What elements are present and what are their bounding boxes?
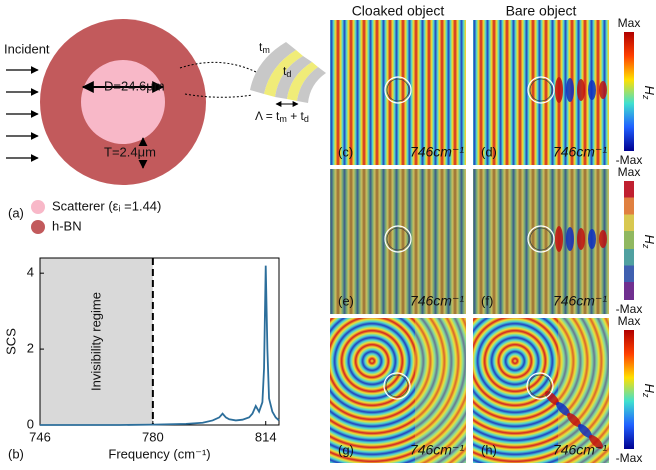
scattered-lobe — [566, 227, 574, 251]
scattered-lobe — [599, 230, 607, 248]
scatterer — [81, 60, 165, 144]
legend-swatch — [31, 220, 45, 234]
panel-label: (f) — [481, 293, 493, 308]
legend-swatch — [31, 200, 45, 214]
y-tick-label: 2 — [27, 341, 34, 356]
colorbar-max: Max — [618, 16, 641, 30]
quantity-sub: z — [641, 94, 651, 100]
panel-label: (c) — [338, 144, 353, 159]
tm-label: tm — [259, 40, 270, 55]
incident-label: Incident — [4, 41, 50, 56]
incident-arrows — [6, 70, 38, 158]
panel-label: (b) — [8, 446, 24, 461]
colorbar — [624, 330, 634, 449]
x-tick-label: 780 — [142, 429, 164, 444]
page: {"panel_a": {"label": "(a)", "incident":… — [0, 0, 656, 470]
legend-label: Scatterer (εᵢ =1.44) — [52, 198, 161, 213]
diameter-label: D=24.6μm — [104, 78, 165, 93]
panel-label: (g) — [338, 442, 354, 457]
x-tick-label: 746 — [29, 429, 51, 444]
quantity-sub: z — [641, 243, 651, 249]
scattered-lobe — [599, 81, 607, 99]
x-tick-label: 814 — [255, 429, 277, 444]
colorbar-quantity: Hz — [641, 235, 656, 249]
annotation: Invisibility regime — [88, 292, 103, 391]
frequency-label: 746cm⁻¹ — [410, 442, 464, 458]
scattered-lobe — [588, 80, 596, 100]
colorbar — [624, 32, 634, 151]
frequency-label: 746cm⁻¹ — [553, 442, 607, 458]
panel-label: (d) — [481, 144, 497, 159]
scattered-lobe — [577, 79, 585, 101]
thickness-label: T=2.4μm — [104, 144, 156, 159]
scattered-lobe — [566, 78, 574, 102]
colorbar-min: -Max — [616, 451, 643, 465]
scattered-lobe — [577, 228, 585, 250]
period-label: Λ = tm + td — [255, 109, 309, 124]
colorbar — [624, 181, 634, 300]
colorbar-max: Max — [618, 314, 641, 328]
panel-label: (e) — [338, 293, 354, 308]
frequency-label: 746cm⁻¹ — [553, 144, 607, 160]
x-axis-label: Frequency (cm⁻¹) — [108, 446, 210, 461]
column-title: Bare object — [506, 3, 577, 19]
frequency-label: 746cm⁻¹ — [410, 293, 464, 309]
frequency-label: 746cm⁻¹ — [410, 144, 464, 160]
scattered-lobe — [555, 77, 563, 103]
panel-label: (h) — [481, 442, 497, 457]
y-axis-label: SCS — [3, 328, 18, 355]
scattered-lobe — [588, 229, 596, 249]
colorbar-quantity: Hz — [641, 86, 656, 100]
legend-label: h-BN — [52, 218, 82, 233]
column-title: Cloaked object — [352, 3, 445, 19]
legend: Scatterer (εᵢ =1.44) h-BN — [31, 198, 161, 234]
colorbar-max: Max — [618, 165, 641, 179]
field-maps: Cloaked object Bare object (c) 746cm⁻¹ (d) 74… — [330, 3, 656, 465]
colorbar-quantity: Hz — [641, 384, 656, 398]
figure: Incident D=24.6μm T=2.4μm tm td Λ = tm +… — [0, 0, 656, 465]
quantity-sub: z — [641, 392, 651, 398]
scattered-lobe — [555, 226, 563, 252]
frequency-label: 746cm⁻¹ — [553, 293, 607, 309]
panel-label: (a) — [8, 205, 24, 220]
y-tick-label: 4 — [27, 265, 34, 280]
